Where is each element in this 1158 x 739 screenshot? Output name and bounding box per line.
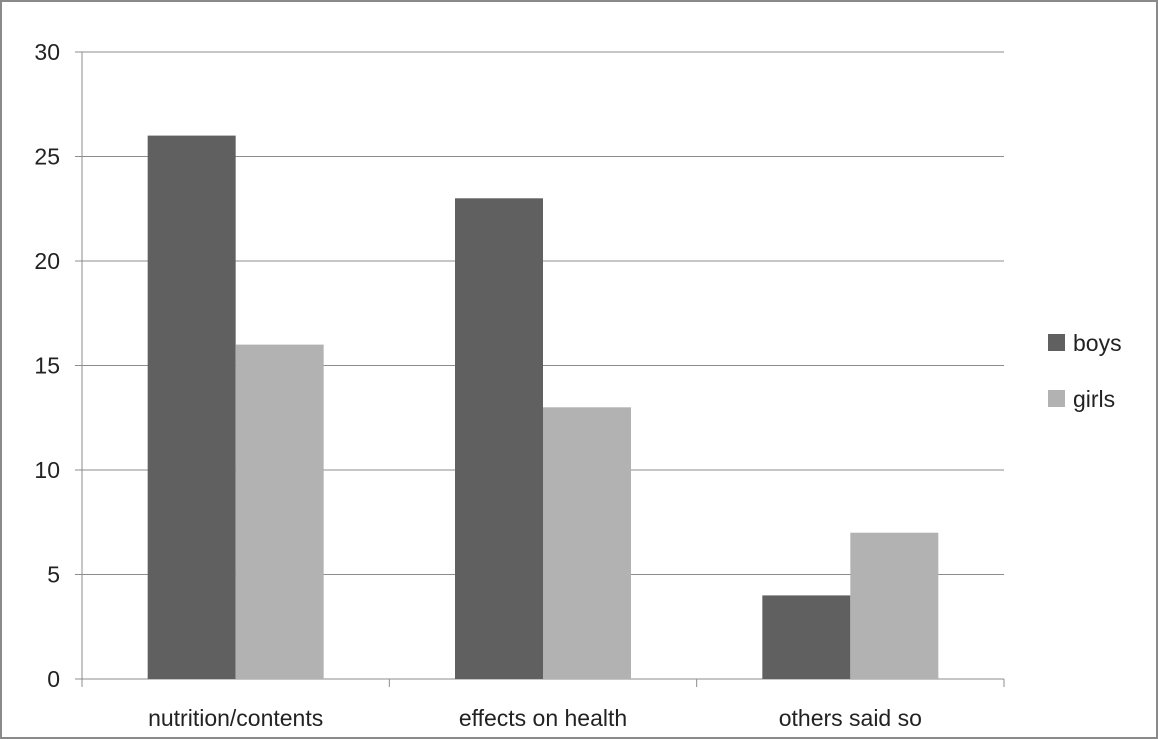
legend-swatch-girls — [1048, 390, 1065, 407]
legend-label-boys: boys — [1073, 330, 1122, 356]
x-category-labels: nutrition/contents effects on health other… — [148, 705, 922, 731]
y-tick-label: 30 — [34, 39, 60, 65]
bar-girls — [543, 407, 631, 679]
y-tick-label: 0 — [47, 666, 60, 692]
bar-boys — [455, 198, 543, 680]
legend-label-girls: girls — [1073, 386, 1115, 412]
y-tick-labels: 0 5 10 15 20 25 30 — [34, 39, 60, 692]
bar-girls — [850, 532, 939, 679]
legend: boys girls — [1048, 330, 1122, 412]
y-tick-label: 5 — [47, 562, 60, 588]
x-category-label: effects on health — [459, 705, 627, 731]
x-category-label: nutrition/contents — [148, 705, 323, 731]
y-tick-label: 10 — [34, 457, 60, 483]
bar-girls — [235, 344, 324, 679]
bar-boys — [147, 135, 236, 680]
x-category-label: others said so — [779, 705, 922, 731]
y-tick-label: 20 — [34, 248, 60, 274]
y-tick-label: 15 — [34, 353, 60, 379]
y-tick-label: 25 — [34, 144, 60, 170]
bar-boys — [762, 595, 851, 679]
legend-swatch-boys — [1048, 334, 1065, 351]
bars — [147, 135, 939, 680]
